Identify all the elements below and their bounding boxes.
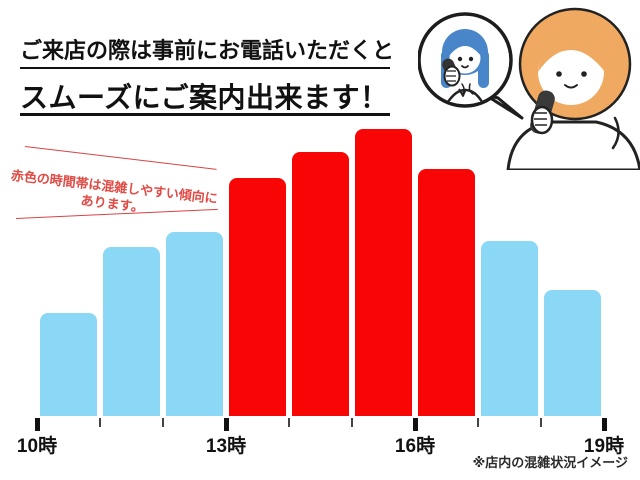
two-women-phone-call-illustration — [418, 7, 640, 170]
x-axis-label-19時: 19時 — [583, 436, 625, 457]
header-underline2 — [20, 113, 390, 116]
header-line2: スムーズにご案内出来ます！ — [20, 82, 389, 113]
bar-10-11時 — [40, 313, 97, 416]
bar-18-19時 — [544, 290, 601, 416]
header-line1: ご来店の際は事前にお電話いただくと — [20, 38, 395, 63]
minor-tick — [288, 418, 290, 427]
bar-15-16時 — [355, 129, 412, 416]
x-axis-label-16時: 16時 — [394, 436, 436, 457]
minor-tick — [162, 418, 164, 427]
bar-17-18時 — [481, 241, 538, 416]
header-underline1 — [20, 67, 390, 69]
minor-tick — [351, 418, 353, 427]
bar-12-13時 — [166, 232, 223, 416]
major-tick — [223, 418, 229, 431]
bar-16-17時 — [418, 169, 475, 416]
major-tick — [34, 418, 40, 431]
phone-icon — [442, 58, 474, 95]
bar-14-15時 — [292, 152, 349, 416]
minor-tick — [99, 418, 101, 427]
footnote: ※店内の混雑状況イメージ — [472, 455, 628, 470]
minor-tick — [540, 418, 542, 427]
staff-woman — [441, 29, 489, 103]
major-tick — [412, 418, 418, 431]
major-tick — [601, 418, 607, 431]
speech-bubble — [418, 12, 524, 120]
x-axis-label-10時: 10時 — [16, 436, 58, 457]
minor-tick — [477, 418, 479, 427]
x-axis-label-13時: 13時 — [205, 436, 247, 457]
customer-woman — [506, 7, 640, 170]
bar-11-12時 — [103, 247, 160, 416]
phone-icon — [530, 90, 555, 135]
bar-13-14時 — [229, 178, 286, 416]
